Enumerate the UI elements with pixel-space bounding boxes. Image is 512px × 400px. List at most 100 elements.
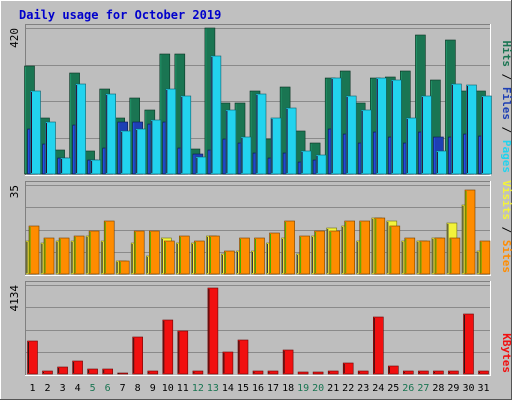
bar-sites-6 — [103, 220, 115, 275]
bar-kbytes-13 — [207, 287, 219, 375]
legend-separator: / — [500, 220, 512, 240]
bar-sites-16 — [254, 237, 265, 275]
bar-sites-11 — [179, 235, 190, 275]
x-tick-label-20: 20 — [312, 383, 324, 394]
bar-kbytes-11 — [177, 330, 189, 375]
legend-item-visits: Visits — [500, 180, 512, 220]
bar-kbytes-19 — [297, 371, 309, 375]
bar-kbytes-2 — [42, 370, 53, 375]
plot-area-kbytes — [25, 281, 491, 376]
bar-pages-13 — [210, 55, 222, 175]
bar-sites-1 — [28, 225, 40, 275]
bar-sites-4 — [73, 235, 85, 275]
bar-pages-16 — [255, 93, 267, 175]
bar-sites-19 — [299, 235, 310, 275]
bar-kbytes-5 — [87, 368, 98, 375]
bar-kbytes-4 — [72, 360, 83, 375]
bar-kbytes-6 — [102, 368, 113, 375]
bar-pages-18 — [285, 107, 297, 175]
bar-sites-14 — [224, 250, 235, 275]
series-sites — [28, 189, 491, 275]
x-tick-label-9: 9 — [150, 383, 156, 394]
bar-sites-26 — [404, 237, 416, 275]
bar-pages-20 — [315, 154, 327, 175]
bar-pages-11 — [180, 95, 192, 175]
bar-kbytes-10 — [162, 319, 174, 375]
bar-kbytes-18 — [282, 349, 294, 375]
bar-kbytes-14 — [222, 351, 234, 375]
bar-sites-15 — [239, 237, 250, 275]
bar-sites-17 — [269, 232, 280, 275]
x-tick-label-17: 17 — [267, 383, 279, 394]
x-tick-label-24: 24 — [372, 383, 384, 394]
bar-sites-13 — [209, 235, 220, 275]
legend-item-kbytes: KBytes — [500, 333, 512, 373]
bar-sites-8 — [133, 230, 145, 275]
bar-pages-1 — [30, 90, 41, 175]
bar-kbytes-26 — [402, 370, 414, 375]
chart-panels: 420 Hits / Files / Pages 35 Visits / Sites 4… — [8, 24, 512, 376]
legend-item-hits: Hits — [500, 41, 512, 68]
legend-item-files: Files — [500, 87, 512, 120]
x-tick-label-2: 2 — [44, 383, 50, 394]
bar-kbytes-9 — [147, 370, 159, 375]
bar-sites-30 — [464, 189, 476, 275]
panel-kbytes: 4134 KBytes — [8, 281, 512, 376]
bar-pages-12 — [195, 156, 207, 175]
x-tick-label-6: 6 — [105, 383, 111, 394]
bar-sites-18 — [284, 220, 295, 275]
bar-pages-17 — [270, 117, 282, 175]
bar-sites-22 — [344, 220, 356, 275]
x-tick-label-18: 18 — [282, 383, 294, 394]
bar-sites-20 — [314, 230, 325, 275]
legend-visits-sites: Visits / Sites — [500, 180, 512, 273]
bar-pages-23 — [360, 109, 372, 175]
bar-pages-3 — [60, 157, 71, 175]
bar-kbytes-16 — [252, 370, 264, 375]
y-max-label-hits-files-pages: 420 — [8, 28, 21, 48]
legend-separator: / — [500, 120, 512, 140]
bar-sites-29 — [449, 237, 461, 275]
bar-kbytes-15 — [237, 339, 249, 375]
x-tick-label-5: 5 — [90, 383, 96, 394]
x-tick-label-30: 30 — [462, 383, 474, 394]
bar-pages-8 — [135, 128, 146, 175]
x-tick-label-8: 8 — [135, 383, 141, 394]
x-tick-label-23: 23 — [357, 383, 369, 394]
bar-sites-3 — [58, 237, 70, 275]
legend-kbytes: KBytes — [500, 333, 512, 373]
bar-kbytes-28 — [433, 370, 444, 375]
x-tick-label-10: 10 — [162, 383, 174, 394]
x-tick-label-1: 1 — [29, 383, 35, 394]
x-tick-label-7: 7 — [120, 383, 126, 394]
bar-sites-9 — [149, 230, 160, 275]
x-tick-label-16: 16 — [252, 383, 264, 394]
bar-pages-25 — [390, 79, 402, 175]
x-tick-label-25: 25 — [387, 383, 399, 394]
bar-kbytes-7 — [117, 372, 128, 375]
bar-pages-19 — [300, 150, 312, 175]
bar-pages-22 — [345, 95, 357, 175]
bar-kbytes-12 — [192, 370, 204, 375]
x-tick-label-4: 4 — [75, 383, 81, 394]
x-tick-label-29: 29 — [447, 383, 459, 394]
x-tick-label-13: 13 — [207, 383, 219, 394]
x-tick-label-27: 27 — [417, 383, 429, 394]
bar-kbytes-23 — [357, 370, 369, 375]
x-tick-label-31: 31 — [477, 383, 489, 394]
bar-pages-2 — [45, 121, 56, 175]
bar-kbytes-30 — [463, 313, 474, 375]
bar-kbytes-31 — [478, 370, 489, 375]
bar-pages-31 — [481, 95, 492, 175]
x-tick-label-19: 19 — [297, 383, 309, 394]
bar-pages-5 — [90, 159, 101, 175]
bar-pages-15 — [240, 136, 252, 175]
bar-sites-23 — [359, 220, 371, 275]
bar-sites-2 — [43, 237, 55, 275]
bar-kbytes-3 — [57, 366, 68, 375]
bar-sites-12 — [194, 240, 205, 275]
bar-sites-5 — [88, 230, 100, 275]
bar-sites-28 — [434, 237, 446, 275]
bar-kbytes-1 — [27, 340, 38, 375]
